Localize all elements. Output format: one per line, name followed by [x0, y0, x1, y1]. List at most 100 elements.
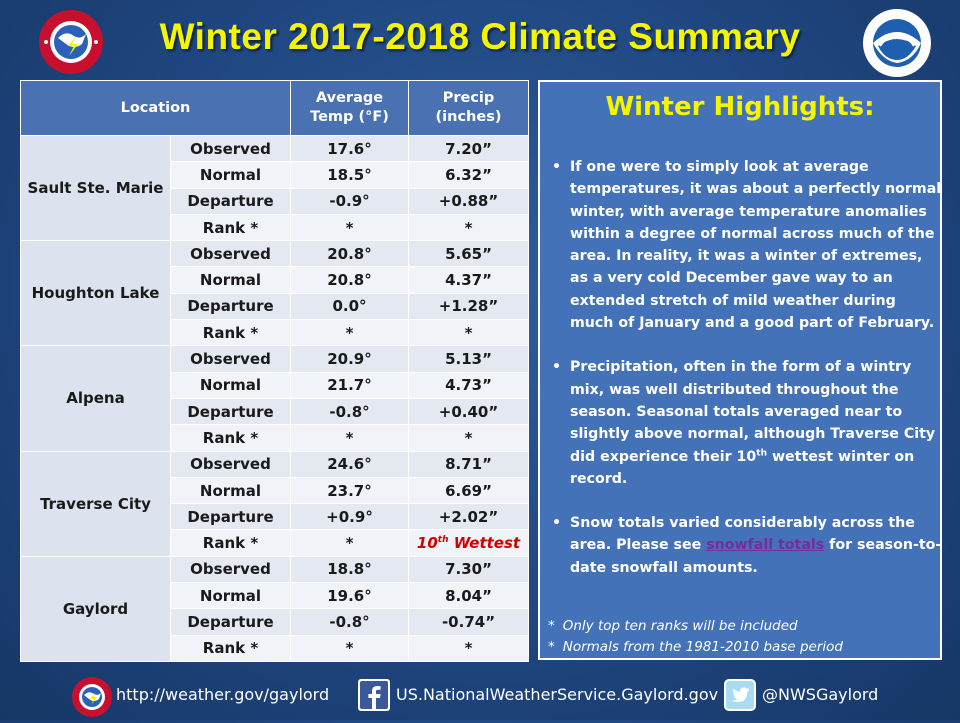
temp-value: -0.8° [290, 397, 409, 426]
table-row: Rank * * 10th Wettest [21, 529, 529, 557]
climate-table: Location Average Temp (°F) Precip (inches)… [20, 80, 529, 662]
table-row: Normal 23.7° 6.69” [21, 476, 529, 505]
precip-value: 6.32” [408, 161, 529, 189]
temp-value: 18.8° [290, 555, 409, 584]
temp-value: +0.9° [290, 503, 409, 531]
precip-value: * [408, 424, 529, 452]
facebook-link[interactable]: US.NationalWeatherService.Gaylord.gov [396, 685, 719, 704]
location-name: Houghton Lake [20, 240, 171, 347]
row-label: Normal [170, 266, 291, 294]
row-label: Rank * [170, 529, 291, 557]
row-label: Rank * [170, 319, 291, 347]
temp-value: -0.9° [290, 187, 409, 215]
precip-value: 6.69” [408, 476, 529, 505]
location-name: Sault Ste. Marie [20, 134, 171, 242]
row-label: Observed [170, 450, 291, 478]
highlight-text-end: wettest winter on record. [570, 448, 915, 487]
precip-value: 5.13” [408, 345, 529, 373]
temp-value: * [290, 529, 409, 557]
table-row: Houghton Lake Observed 20.8° 5.65” [20, 240, 529, 347]
row-label: Departure [170, 397, 291, 426]
row-label: Normal [170, 476, 291, 505]
temp-value: * [290, 424, 409, 452]
precip-value: 7.30” [408, 555, 529, 584]
temp-value: 24.6° [290, 450, 409, 478]
precip-value: +1.28” [408, 292, 529, 321]
table-row: Rank * * * [21, 424, 529, 452]
twitter-link[interactable]: @NWSGaylord [762, 685, 879, 704]
snowfall-totals-link[interactable]: snowfall totals [706, 537, 825, 554]
precip-value: -0.74” [408, 608, 529, 636]
precip-value: 8.04” [408, 582, 529, 610]
highlight-text: If one were to simply look at average te… [570, 159, 942, 332]
highlight-text: Precipitation, often in the form of a wi… [570, 359, 936, 465]
highlights-title: Winter Highlights: [605, 92, 875, 122]
temp-value: 21.7° [290, 371, 409, 399]
footnotes: * Only top ten ranks will be included * No… [548, 616, 843, 658]
precip-value: * [408, 213, 529, 242]
temp-value: 20.8° [290, 240, 409, 268]
temp-value: 19.6° [290, 582, 409, 610]
row-label: Departure [170, 503, 291, 531]
table-row: Alpena Observed 20.9° 5.13” [20, 345, 529, 452]
highlight-text-end: for season-to-date snowfall amounts. [570, 537, 942, 576]
highlights-panel: Winter Highlights: • If one were to simp… [538, 80, 942, 660]
temp-value: 20.9° [290, 345, 409, 373]
temp-value: * [290, 213, 409, 242]
page-title: Winter 2017-2018 Climate Summary [159, 16, 801, 57]
row-label: Rank * [170, 424, 291, 452]
row-label: Normal [170, 582, 291, 610]
facebook-icon[interactable] [358, 679, 390, 711]
precip-value: * [408, 634, 529, 662]
row-label: Departure [170, 187, 291, 215]
table-row: Normal 21.7° 4.73” [21, 371, 529, 399]
table-row: Normal 19.6° 8.04” [21, 582, 529, 610]
temp-value: 20.8° [290, 266, 409, 294]
location-name: Gaylord [20, 555, 171, 662]
footnote: * Only top ten ranks will be included [548, 618, 798, 634]
precip-value: 5.65” [408, 240, 529, 268]
header-precip: Precip (inches) [408, 80, 529, 136]
temp-value: 18.5° [290, 161, 409, 189]
table-row: Departure -0.9° +0.88” [21, 187, 529, 215]
temp-value: * [290, 319, 409, 347]
row-label: Observed [170, 555, 291, 584]
precip-value: +0.40” [408, 397, 529, 426]
table-row: Normal 20.8° 4.37” [21, 266, 529, 294]
footer-nws-logo-icon [68, 676, 116, 723]
table-row: Normal 18.5° 6.32” [21, 161, 529, 189]
temp-value: * [290, 634, 409, 662]
table-row: Gaylord Observed 18.8° 7.30” [20, 555, 529, 662]
bullet-icon: • [552, 515, 562, 532]
location-name: Alpena [20, 345, 171, 452]
temp-value: 23.7° [290, 476, 409, 505]
temp-value: -0.8° [290, 608, 409, 636]
precip-value: +0.88” [408, 187, 529, 215]
highlight-item: • Snow totals varied considerably across… [550, 512, 942, 579]
header-temp: Average Temp (°F) [290, 80, 409, 136]
website-link[interactable]: http://weather.gov/gaylord [116, 685, 330, 704]
row-label: Normal [170, 161, 291, 189]
row-label: Rank * [170, 634, 291, 662]
precip-value: 4.73” [408, 371, 529, 399]
noaa-logo-icon [862, 8, 932, 78]
table-row: Traverse City Observed 24.6° 8.71” [20, 450, 529, 557]
precip-value: +2.02” [408, 503, 529, 531]
precip-value: 4.37” [408, 266, 529, 294]
nws-logo-icon [30, 8, 112, 76]
header-location: Location [20, 80, 291, 136]
table-row: Rank * * * [21, 634, 529, 662]
precip-rank-value: 10th Wettest [408, 529, 529, 557]
row-label: Observed [170, 345, 291, 373]
highlight-item: • If one were to simply look at average … [550, 156, 942, 334]
table-row: Departure +0.9° +2.02” [21, 503, 529, 531]
row-label: Observed [170, 240, 291, 268]
row-label: Observed [170, 134, 291, 163]
temp-value: 17.6° [290, 134, 409, 163]
table-row: Departure 0.0° +1.28” [21, 292, 529, 321]
highlight-text: Snow totals varied considerably across t… [570, 515, 915, 554]
footnote: * Normals from the 1981-2010 base period [548, 639, 843, 655]
twitter-icon[interactable] [724, 679, 756, 711]
table-header-row: Location Average Temp (°F) Precip (inches) [20, 80, 529, 136]
temp-value: 0.0° [290, 292, 409, 321]
